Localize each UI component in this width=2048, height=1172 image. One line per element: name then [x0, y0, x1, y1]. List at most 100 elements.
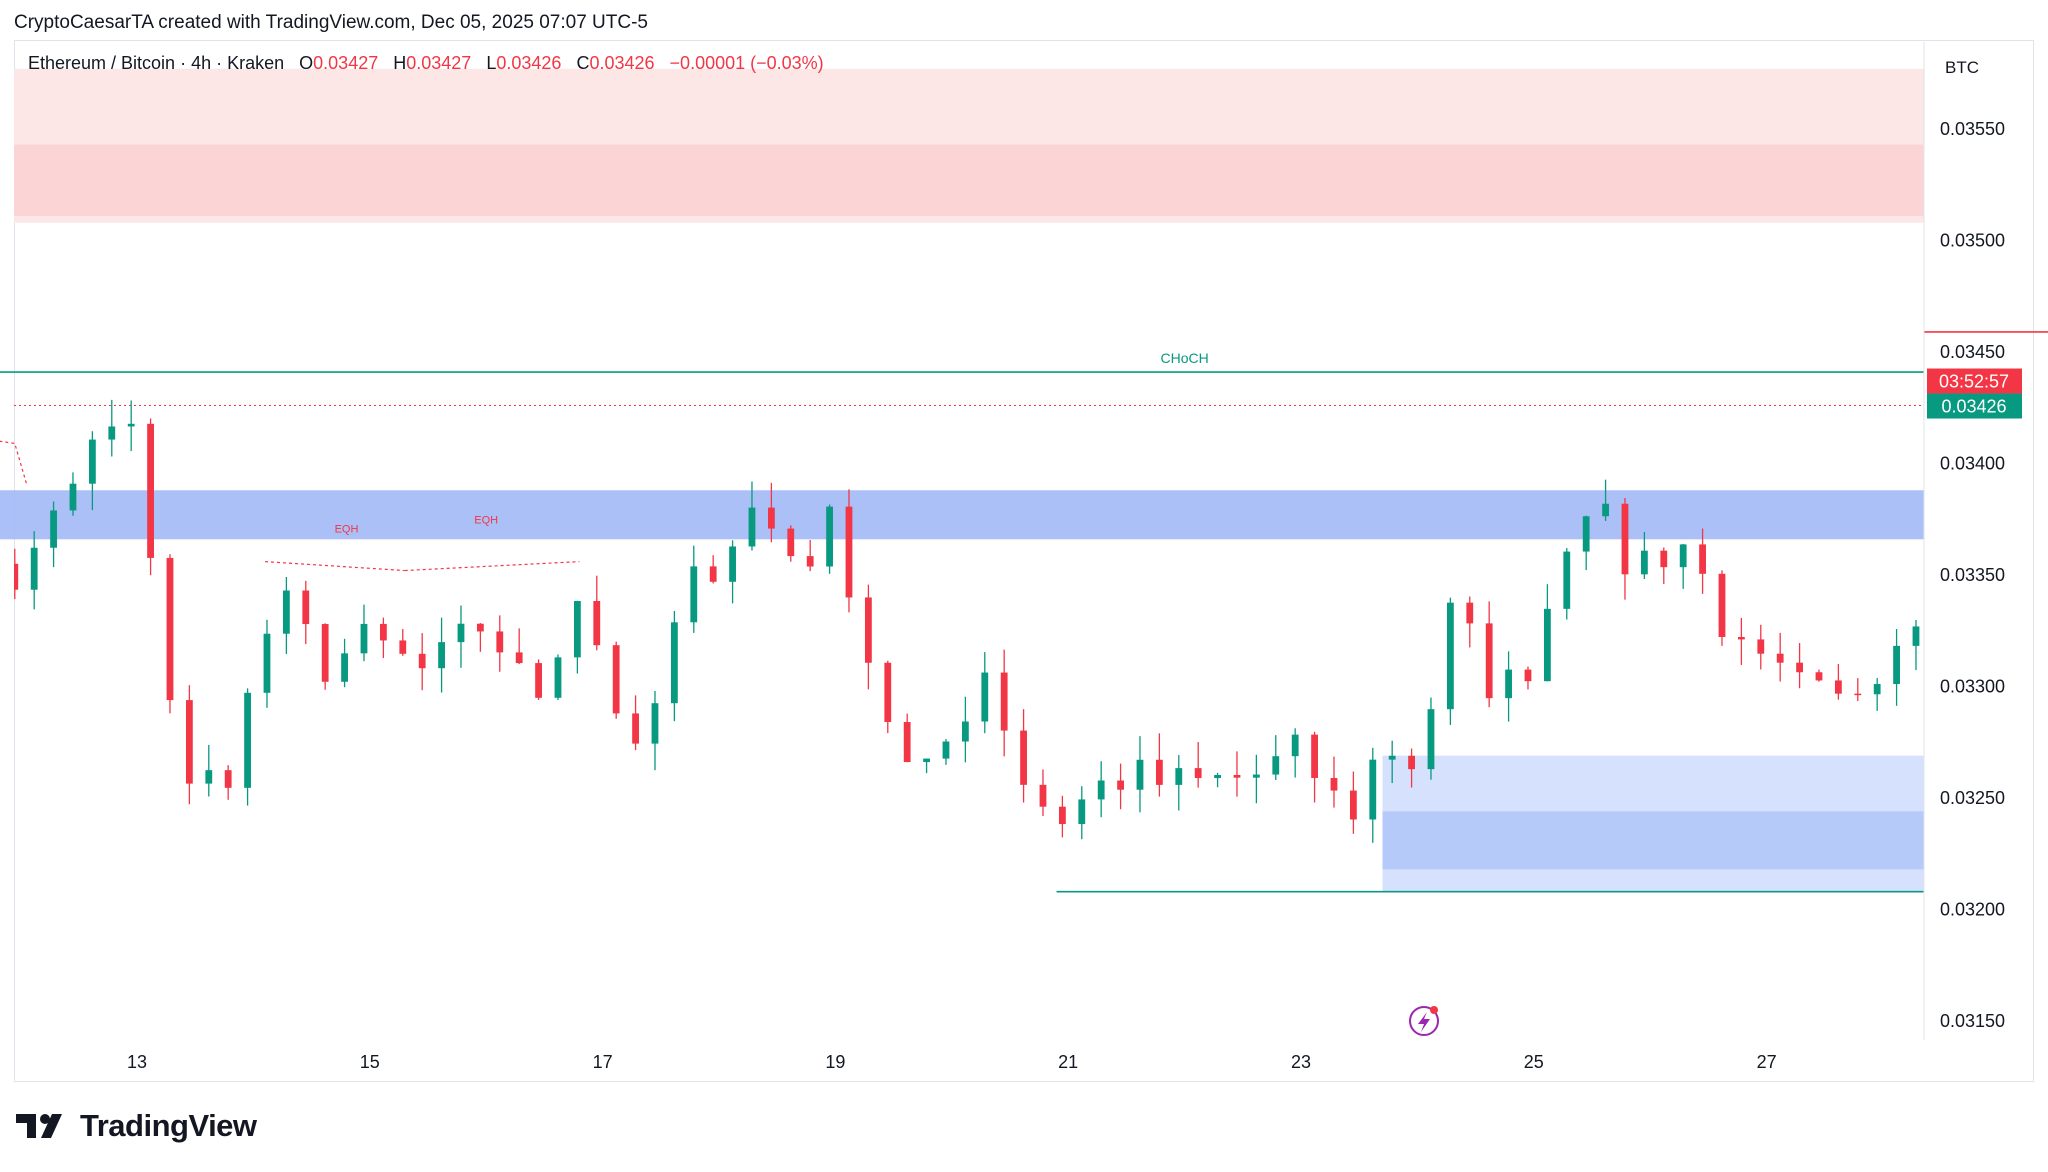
candle-body: [845, 506, 853, 598]
open-value: 0.03427: [313, 53, 379, 73]
y-tick-label: 0.03350: [1940, 565, 2005, 585]
candle-body: [438, 642, 445, 669]
open-label: O: [299, 53, 314, 73]
support-zone: [0, 490, 1925, 540]
close-value: 0.03426: [589, 53, 655, 73]
candle-body: [1602, 503, 1609, 517]
candle-body: [1058, 806, 1066, 825]
candle-body: [1621, 503, 1629, 575]
candle-body: [1718, 573, 1726, 637]
y-tick-label: 0.03150: [1940, 1011, 2005, 1031]
x-tick-label: 13: [127, 1052, 147, 1072]
candle-body: [1873, 684, 1881, 695]
price-chart[interactable]: CHoCHWeak HighStrong LowEQHEQHEQHEQL0.03…: [0, 0, 2048, 1100]
choch-label: CHoCH: [1160, 350, 1208, 366]
last-price-tag: [1927, 393, 2022, 419]
candle-body: [884, 662, 892, 723]
candle-body: [554, 657, 562, 698]
candle-body: [1776, 653, 1784, 663]
candle-body: [108, 426, 116, 440]
candle-body: [593, 601, 601, 646]
candle-body: [457, 623, 465, 643]
x-tick-label: 19: [825, 1052, 845, 1072]
candle-body: [1194, 768, 1202, 779]
candle-body: [1893, 645, 1900, 685]
candle-body: [1349, 790, 1357, 820]
candle-body: [282, 590, 290, 634]
candle-body: [1311, 734, 1318, 778]
countdown-tag: [1927, 368, 2022, 394]
symbol-name: Ethereum / Bitcoin · 4h · Kraken: [28, 53, 285, 73]
candle-body: [1466, 602, 1474, 624]
eqh-3-label: EQH: [474, 515, 498, 527]
candle-body: [418, 653, 426, 669]
candle-body: [2029, 678, 2036, 682]
candle-body: [1505, 669, 1512, 699]
candle-body: [1136, 759, 1144, 790]
candle-body: [1272, 756, 1280, 775]
candle-body: [1679, 544, 1687, 568]
candle-body: [1117, 780, 1124, 790]
candle-body: [981, 672, 989, 722]
eqh-2-line: [265, 561, 405, 572]
candle-body: [360, 623, 368, 654]
candle-body: [185, 700, 193, 784]
candle-body: [961, 721, 969, 742]
candle-body: [69, 483, 77, 511]
candle-body: [903, 722, 911, 763]
candle-body: [341, 653, 348, 682]
candle-body: [632, 713, 639, 744]
y-tick-label: 0.03200: [1940, 900, 2005, 920]
candle-body: [263, 633, 271, 693]
candle-body: [321, 624, 329, 682]
candle-body: [1175, 768, 1183, 785]
tradingview-logo[interactable]: TradingView: [16, 1108, 257, 1144]
last-price-text: 0.03426: [1941, 397, 2006, 417]
candle-body: [515, 652, 523, 664]
candle-body: [942, 741, 950, 759]
candle-body: [923, 758, 930, 763]
y-tick-label: 0.03550: [1940, 119, 2005, 139]
candle-body: [1369, 759, 1377, 820]
x-tick-label: 23: [1291, 1052, 1311, 1072]
candle-body: [690, 566, 698, 623]
candle-body: [1000, 672, 1008, 731]
candle-body: [379, 623, 387, 641]
candle-body: [1427, 709, 1435, 770]
lightning-icon: [1409, 1006, 1439, 1036]
candle-body: [1582, 516, 1590, 552]
candle-body: [14, 563, 19, 590]
y-tick-label: 0.03500: [1940, 231, 2005, 251]
candle-body: [1854, 693, 1862, 696]
candle-body: [1291, 734, 1299, 757]
candle-body: [1039, 784, 1047, 807]
candle-body: [496, 631, 504, 653]
candle-body: [302, 590, 310, 625]
candle-body: [1252, 774, 1260, 778]
candle-body: [1543, 608, 1551, 682]
y-tick-label: 0.03400: [1940, 454, 2005, 474]
candle-body: [1446, 602, 1454, 710]
x-tick-label: 25: [1524, 1052, 1544, 1072]
candle-body: [1524, 669, 1532, 682]
candle-body: [1699, 544, 1706, 574]
candle-body: [748, 507, 756, 547]
candle-body: [729, 546, 736, 582]
candle-body: [1233, 774, 1241, 778]
candle-body: [2010, 647, 2017, 678]
candle-body: [864, 597, 872, 663]
candle-body: [1155, 759, 1163, 785]
candle-body: [244, 692, 251, 788]
eqh-1-line: [0, 440, 27, 484]
candle-body: [127, 423, 135, 427]
candle-body: [1990, 647, 1997, 653]
candle-body: [1932, 618, 1939, 627]
candle-body: [709, 566, 717, 582]
candle-body: [1388, 755, 1396, 760]
candle-body: [1971, 611, 1978, 653]
candle-body: [147, 423, 154, 558]
candle-body: [30, 547, 38, 590]
candle-body: [612, 645, 620, 714]
demand-zone-inner: [1382, 811, 1924, 870]
countdown-text: 03:52:57: [1939, 372, 2009, 392]
